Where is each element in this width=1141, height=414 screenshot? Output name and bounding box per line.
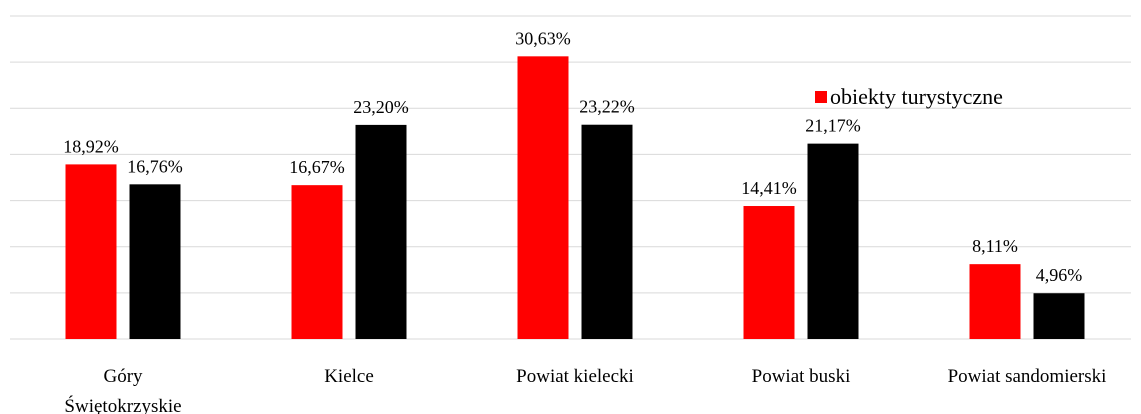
data-label: 14,41% [741, 178, 797, 198]
bar [969, 264, 1021, 339]
bar [65, 164, 117, 339]
data-label: 23,20% [353, 97, 409, 117]
x-tick-label: Powiat kielecki [516, 366, 634, 387]
bar [291, 185, 343, 339]
legend-label: obiekty turystyczne [830, 84, 1003, 109]
data-label: 18,92% [63, 136, 119, 156]
bar [581, 124, 633, 339]
bar [355, 124, 407, 339]
data-label: 30,63% [515, 28, 571, 48]
x-tick-label: Góry Świętokrzyskie [64, 366, 182, 414]
data-label: 21,17% [805, 116, 861, 136]
data-label: 8,11% [972, 236, 1018, 256]
data-label: 16,67% [289, 157, 345, 177]
bar [743, 206, 795, 339]
x-tick-label: Kielce [324, 366, 374, 387]
data-label: 23,22% [579, 97, 635, 117]
legend-swatch [815, 91, 827, 103]
bar [1033, 293, 1085, 339]
bar [129, 184, 181, 339]
x-tick-label: Powiat buski [751, 366, 851, 387]
bar [807, 143, 859, 339]
data-label: 16,76% [127, 156, 183, 176]
x-tick-label: Powiat sandomierski [947, 366, 1107, 387]
data-label: 4,96% [1036, 265, 1083, 285]
bar [517, 56, 569, 339]
